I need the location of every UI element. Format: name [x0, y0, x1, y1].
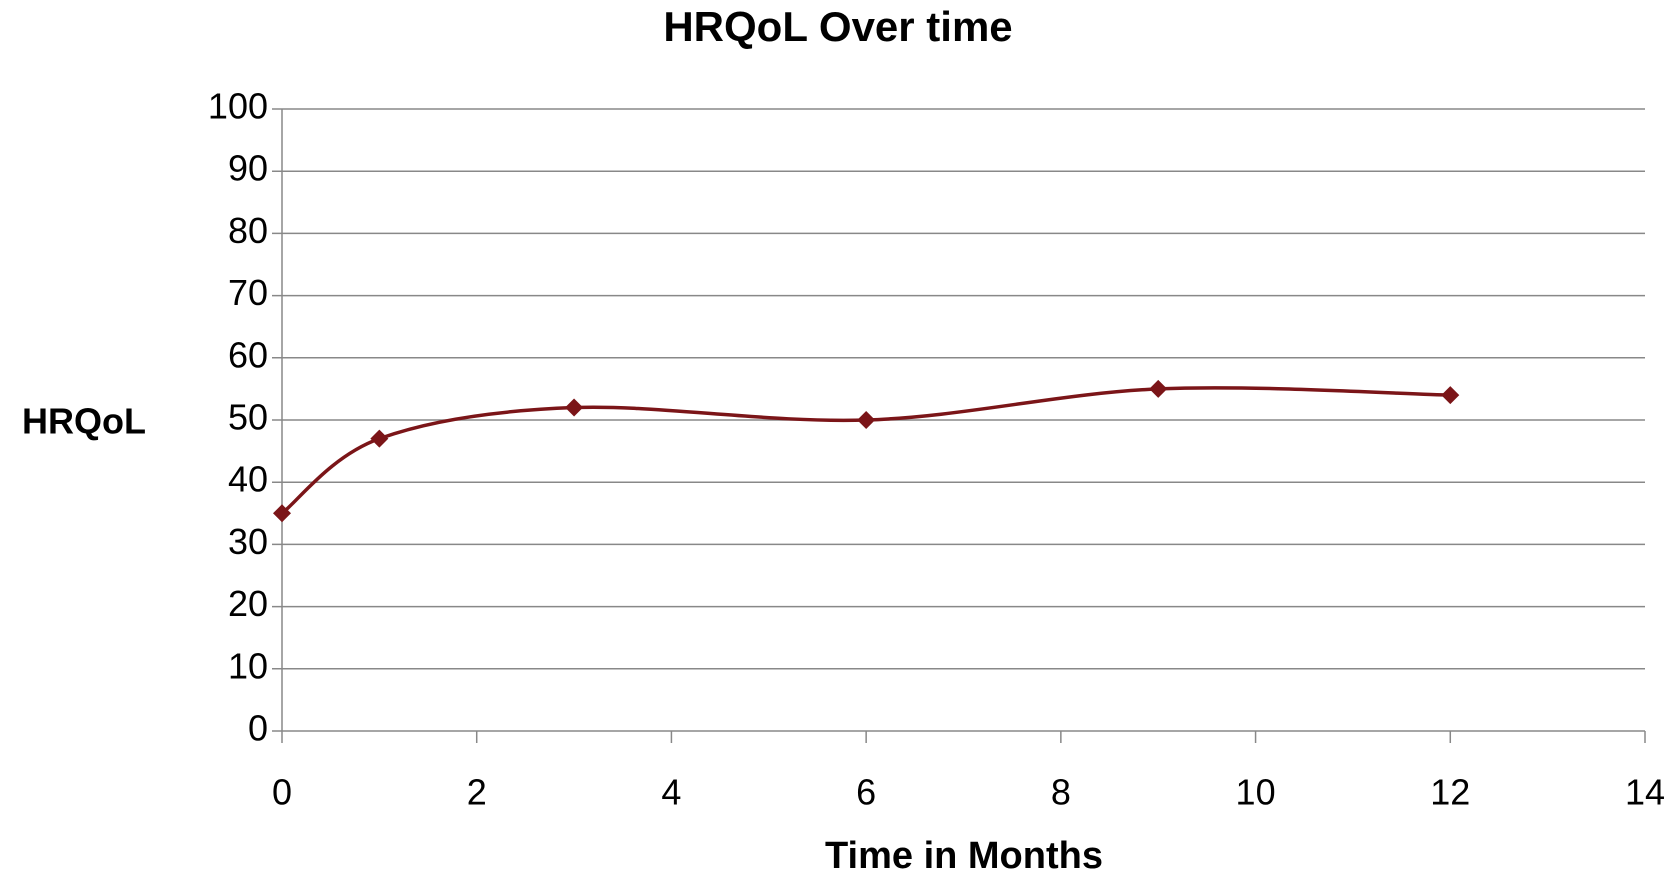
y-tick-label: 10 [228, 645, 268, 686]
data-point [857, 411, 876, 429]
x-tick-label: 6 [856, 772, 876, 813]
x-tick-label: 8 [1051, 772, 1071, 813]
y-tick-label: 100 [208, 86, 268, 127]
y-axis-label: HRQoL [22, 401, 146, 442]
y-tick-label: 50 [228, 397, 268, 438]
x-tick-label: 12 [1430, 772, 1470, 813]
data-point [1441, 386, 1460, 405]
y-tick-label: 70 [228, 272, 268, 313]
y-tick-label: 80 [228, 210, 268, 251]
y-tick-label: 30 [228, 521, 268, 562]
x-tick-label: 0 [272, 772, 292, 813]
chart-title: HRQoL Over time [663, 3, 1012, 50]
x-axis-label: Time in Months [825, 835, 1103, 875]
data-point [565, 398, 584, 417]
series-line [280, 386, 1451, 515]
x-tick-label: 14 [1625, 772, 1665, 813]
data-point [370, 429, 389, 448]
y-tick-label: 40 [228, 459, 268, 500]
x-tick-label: 2 [467, 772, 487, 813]
data-point [273, 504, 291, 523]
y-tick-label: 60 [228, 334, 268, 375]
data-point [1149, 379, 1168, 398]
x-tick-label: 10 [1236, 772, 1276, 813]
y-tick-label: 20 [228, 583, 268, 624]
x-tick-label: 4 [661, 772, 681, 813]
y-tick-label: 90 [228, 148, 268, 189]
y-tick-label: 0 [248, 708, 268, 749]
